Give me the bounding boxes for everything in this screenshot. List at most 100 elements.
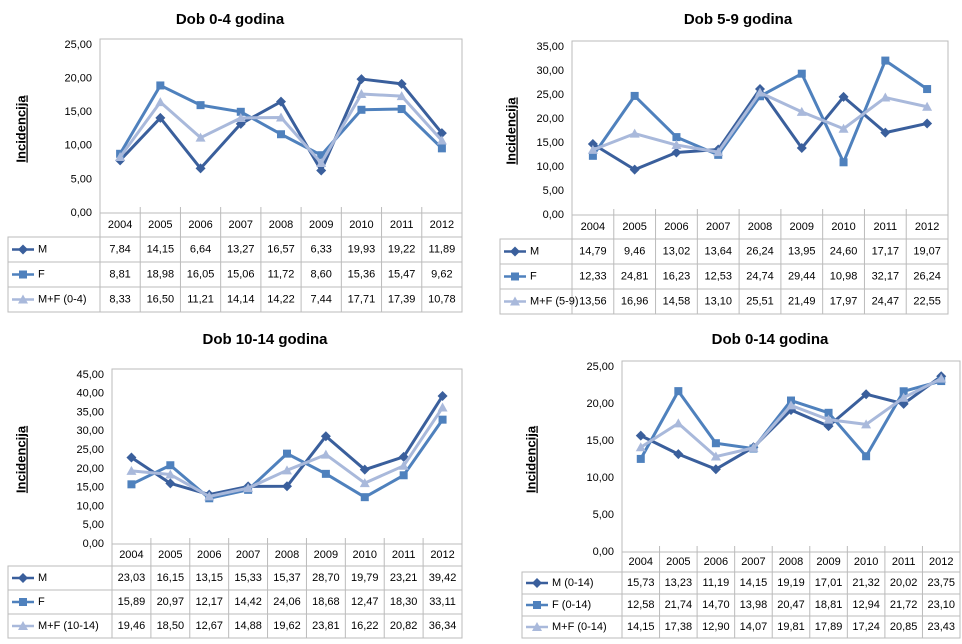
y-tick-label: 5,00 bbox=[543, 185, 564, 197]
data-label: 21,74 bbox=[665, 599, 693, 611]
data-label: 20,47 bbox=[777, 599, 805, 611]
data-label: 19,07 bbox=[913, 245, 941, 257]
y-tick-label: 0,00 bbox=[543, 209, 564, 221]
x-tick-label: 2005 bbox=[622, 221, 646, 233]
legend-marker bbox=[18, 294, 28, 304]
data-label: 36,34 bbox=[429, 620, 457, 632]
marker bbox=[156, 81, 165, 90]
legend-marker bbox=[510, 296, 520, 306]
marker bbox=[438, 415, 447, 424]
legend-label: M bbox=[38, 243, 47, 255]
data-label: 19,22 bbox=[388, 243, 416, 255]
data-label: 16,23 bbox=[663, 270, 691, 282]
table-body bbox=[521, 571, 961, 639]
marker bbox=[317, 151, 326, 160]
marker bbox=[671, 140, 682, 150]
x-tick-label: 2008 bbox=[275, 549, 299, 561]
data-label: 15,73 bbox=[627, 577, 655, 589]
data-label: 12,58 bbox=[627, 599, 655, 611]
marker bbox=[359, 478, 370, 488]
y-tick-label: 15,00 bbox=[586, 435, 614, 447]
marker bbox=[126, 452, 137, 463]
marker bbox=[673, 418, 684, 428]
x-tick-label: 2012 bbox=[430, 549, 454, 561]
x-tick-label: 2012 bbox=[915, 221, 939, 233]
marker bbox=[587, 139, 598, 150]
marker bbox=[588, 151, 597, 160]
y-axis-label: Incidencija bbox=[13, 95, 28, 163]
legend-marker bbox=[18, 244, 28, 255]
x-tick-label: 2004 bbox=[119, 549, 143, 561]
marker bbox=[923, 85, 932, 94]
legend-marker bbox=[511, 272, 519, 281]
marker bbox=[397, 105, 406, 114]
data-label: 23,21 bbox=[390, 572, 418, 584]
x-tick-label: 2011 bbox=[390, 219, 414, 231]
legend-marker bbox=[532, 578, 542, 588]
marker bbox=[861, 419, 872, 429]
y-tick-label: 40,00 bbox=[76, 388, 104, 400]
y-axis-label: Incidencija bbox=[13, 425, 28, 493]
marker bbox=[235, 112, 246, 122]
marker bbox=[713, 147, 724, 157]
data-label: 12,33 bbox=[579, 270, 607, 282]
marker bbox=[635, 442, 646, 452]
data-label: 13,64 bbox=[704, 245, 732, 257]
series-line bbox=[591, 59, 928, 164]
marker bbox=[437, 144, 446, 153]
data-label: 17,17 bbox=[872, 245, 900, 257]
marker bbox=[838, 123, 849, 133]
marker bbox=[356, 88, 367, 98]
y-tick-label: 5,00 bbox=[71, 173, 92, 185]
data-label: 22,55 bbox=[913, 295, 941, 307]
marker bbox=[356, 74, 367, 85]
data-label: 13,23 bbox=[665, 577, 693, 589]
plot-area bbox=[111, 368, 463, 545]
data-label: 20,97 bbox=[157, 596, 185, 608]
plot-area bbox=[571, 40, 949, 216]
data-label: 24,60 bbox=[830, 245, 858, 257]
marker bbox=[396, 78, 407, 89]
x-tick-label: 2007 bbox=[706, 221, 730, 233]
data-label: 14,14 bbox=[227, 293, 255, 305]
marker bbox=[922, 101, 933, 111]
series-line bbox=[592, 87, 928, 172]
data-label: 18,98 bbox=[147, 268, 175, 280]
marker bbox=[195, 163, 206, 174]
data-label: 15,36 bbox=[348, 268, 376, 280]
data-label: 8,33 bbox=[109, 293, 130, 305]
plot-area bbox=[621, 360, 961, 553]
x-tick-label: 2009 bbox=[816, 556, 840, 568]
legend-marker bbox=[533, 601, 541, 609]
marker bbox=[321, 469, 330, 478]
y-tick-label: 25,00 bbox=[76, 444, 104, 456]
data-label: 24,81 bbox=[621, 270, 649, 282]
data-label: 25,51 bbox=[746, 295, 774, 307]
marker bbox=[396, 91, 407, 101]
data-label: 13,27 bbox=[227, 243, 255, 255]
data-label: 12,53 bbox=[704, 270, 732, 282]
data-label: 14,15 bbox=[147, 243, 175, 255]
marker bbox=[635, 430, 646, 441]
marker bbox=[797, 69, 806, 78]
data-label: 15,47 bbox=[388, 268, 416, 280]
data-label: 19,93 bbox=[348, 243, 376, 255]
series-line bbox=[640, 375, 943, 471]
marker bbox=[748, 442, 759, 452]
series-line bbox=[119, 77, 444, 172]
x-tick-label: 2008 bbox=[748, 221, 772, 233]
data-label: 20,82 bbox=[390, 620, 418, 632]
marker bbox=[277, 130, 285, 139]
y-tick-label: 30,00 bbox=[76, 425, 104, 437]
legend-label: M (0-14) bbox=[552, 577, 594, 589]
marker bbox=[839, 158, 848, 167]
marker bbox=[796, 143, 807, 154]
y-tick-label: 15,00 bbox=[76, 482, 104, 494]
data-label: 12,47 bbox=[351, 596, 379, 608]
y-tick-label: 20,00 bbox=[76, 463, 104, 475]
marker bbox=[196, 101, 205, 110]
marker bbox=[359, 464, 370, 475]
marker bbox=[195, 132, 206, 142]
x-tick-label: 2010 bbox=[854, 556, 878, 568]
data-label: 18,81 bbox=[815, 599, 843, 611]
